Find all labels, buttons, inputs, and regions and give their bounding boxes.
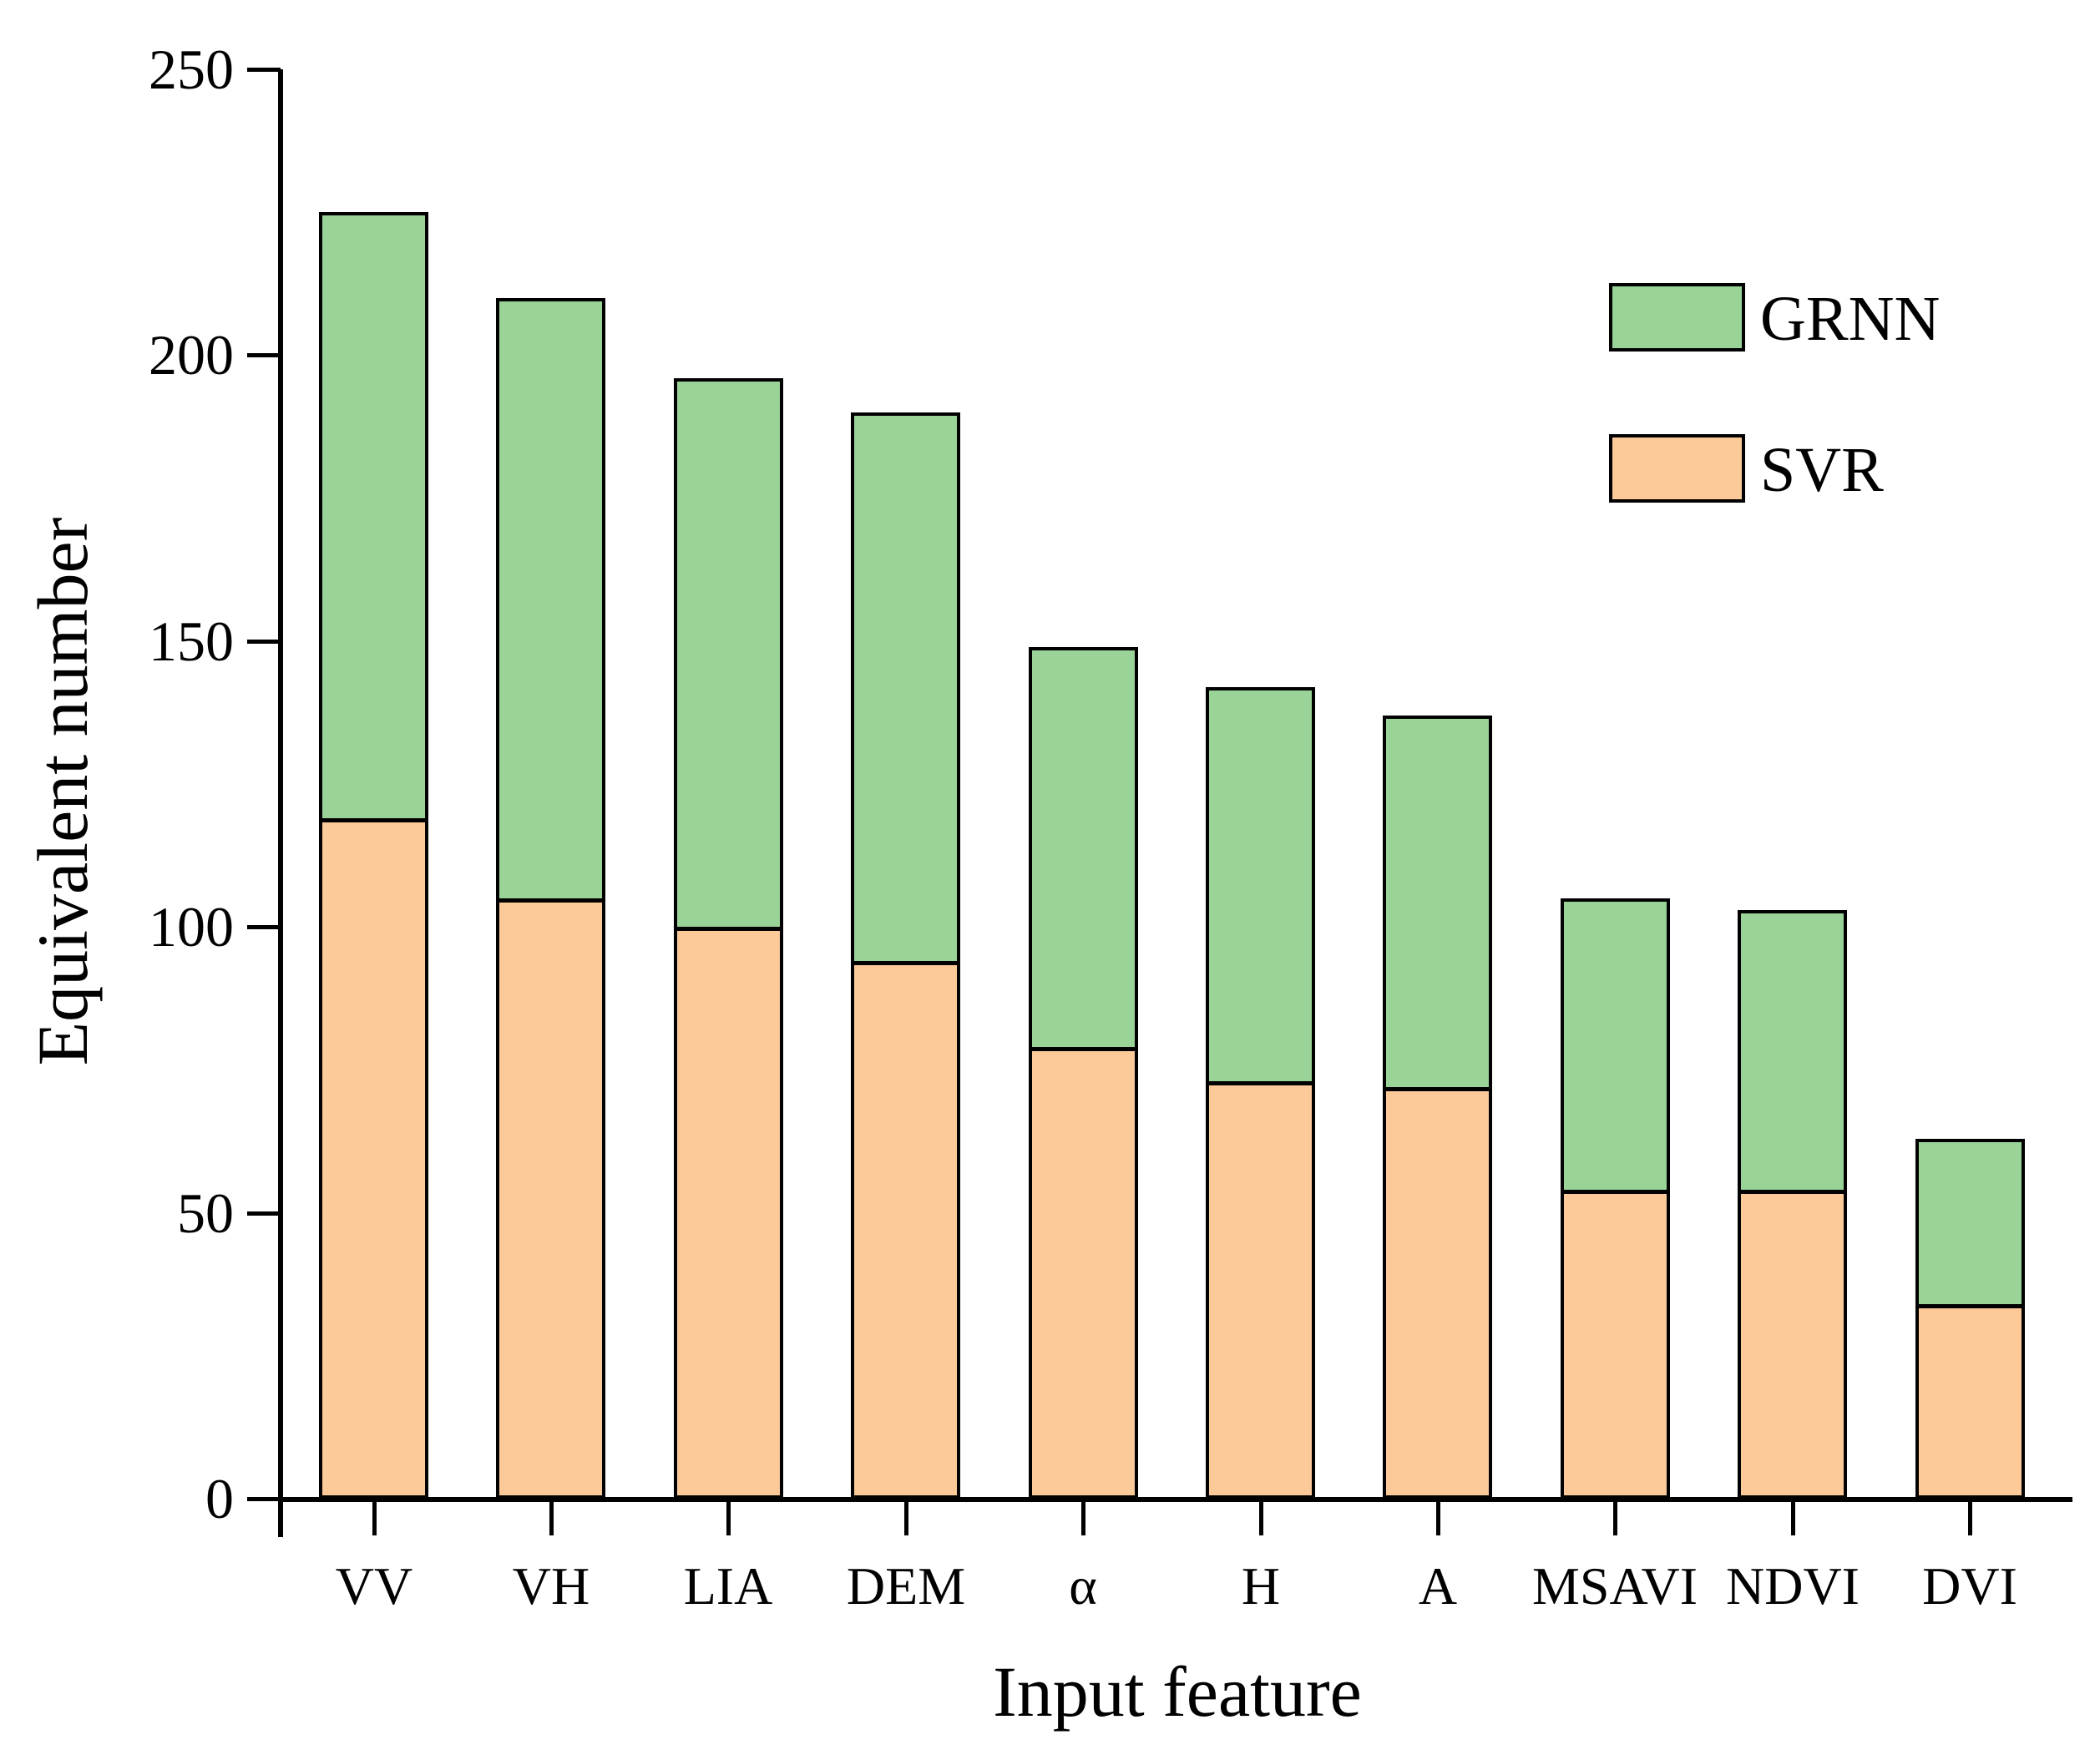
- x-tick-label: VH: [512, 1556, 590, 1616]
- y-tick: [247, 1497, 281, 1501]
- x-axis-title: Input feature: [993, 1651, 1362, 1732]
- bar-segment-grnn-DVI: [1915, 1139, 2025, 1304]
- x-tick-label: H: [1241, 1556, 1281, 1616]
- bar-segment-grnn-α: [1029, 647, 1138, 1047]
- x-tick-label: MSAVI: [1532, 1556, 1698, 1616]
- y-tick-label: 100: [149, 895, 234, 958]
- x-tick: [1791, 1502, 1795, 1535]
- x-tick-label: NDVI: [1726, 1556, 1860, 1616]
- x-tick: [904, 1502, 908, 1535]
- bar-segment-grnn-VH: [496, 298, 605, 898]
- legend-label-grnn: GRNN: [1760, 284, 1941, 354]
- legend-label-svr: SVR: [1760, 435, 1884, 505]
- y-tick: [247, 1211, 281, 1216]
- x-tick: [1436, 1502, 1440, 1535]
- bar-segment-svr-α: [1029, 1047, 1138, 1499]
- y-tick: [247, 640, 281, 644]
- y-tick-label: 150: [149, 609, 234, 673]
- bar-segment-grnn-VV: [319, 212, 428, 818]
- x-tick: [1259, 1502, 1263, 1535]
- y-tick: [247, 68, 281, 72]
- bar-segment-grnn-A: [1383, 716, 1492, 1087]
- x-tick-label: DEM: [846, 1556, 966, 1616]
- y-axis-title: Equivalent number: [23, 517, 103, 1066]
- x-axis-spine: [278, 1497, 2072, 1502]
- x-tick-label: α: [1069, 1556, 1097, 1616]
- legend-swatch-grnn: [1609, 283, 1745, 352]
- bar-segment-grnn-MSAVI: [1561, 898, 1670, 1190]
- x-tick: [372, 1502, 377, 1535]
- y-axis-spine: [278, 69, 283, 1537]
- y-tick: [247, 353, 281, 357]
- bar-segment-svr-VH: [496, 898, 605, 1499]
- x-axis-origin-tick: [279, 1502, 283, 1535]
- x-tick: [726, 1502, 731, 1535]
- x-tick: [1613, 1502, 1617, 1535]
- y-tick-label: 200: [149, 323, 234, 387]
- bar-segment-svr-H: [1206, 1081, 1315, 1499]
- bar-segment-svr-MSAVI: [1561, 1190, 1670, 1499]
- bar-segment-grnn-DEM: [851, 412, 960, 961]
- bar-segment-grnn-NDVI: [1738, 910, 1847, 1190]
- legend-swatch-svr: [1609, 434, 1745, 503]
- bar-segment-svr-DEM: [851, 961, 960, 1499]
- x-tick: [1081, 1502, 1085, 1535]
- bar-segment-grnn-LIA: [674, 378, 783, 927]
- x-tick: [1968, 1502, 1972, 1535]
- y-tick: [247, 925, 281, 929]
- y-tick-label: 250: [149, 38, 234, 101]
- y-tick-label: 0: [205, 1467, 234, 1530]
- bar-segment-svr-DVI: [1915, 1304, 2025, 1499]
- x-tick: [549, 1502, 554, 1535]
- x-tick-label: DVI: [1922, 1556, 2017, 1616]
- y-tick-label: 50: [177, 1181, 234, 1245]
- x-tick-label: VV: [335, 1556, 413, 1616]
- x-tick-label: LIA: [683, 1556, 773, 1616]
- bar-segment-svr-A: [1383, 1087, 1492, 1499]
- bar-segment-svr-LIA: [674, 927, 783, 1499]
- x-tick-label: A: [1418, 1556, 1458, 1616]
- bar-segment-svr-VV: [319, 818, 428, 1499]
- bar-segment-grnn-H: [1206, 687, 1315, 1081]
- bar-segment-svr-NDVI: [1738, 1190, 1847, 1499]
